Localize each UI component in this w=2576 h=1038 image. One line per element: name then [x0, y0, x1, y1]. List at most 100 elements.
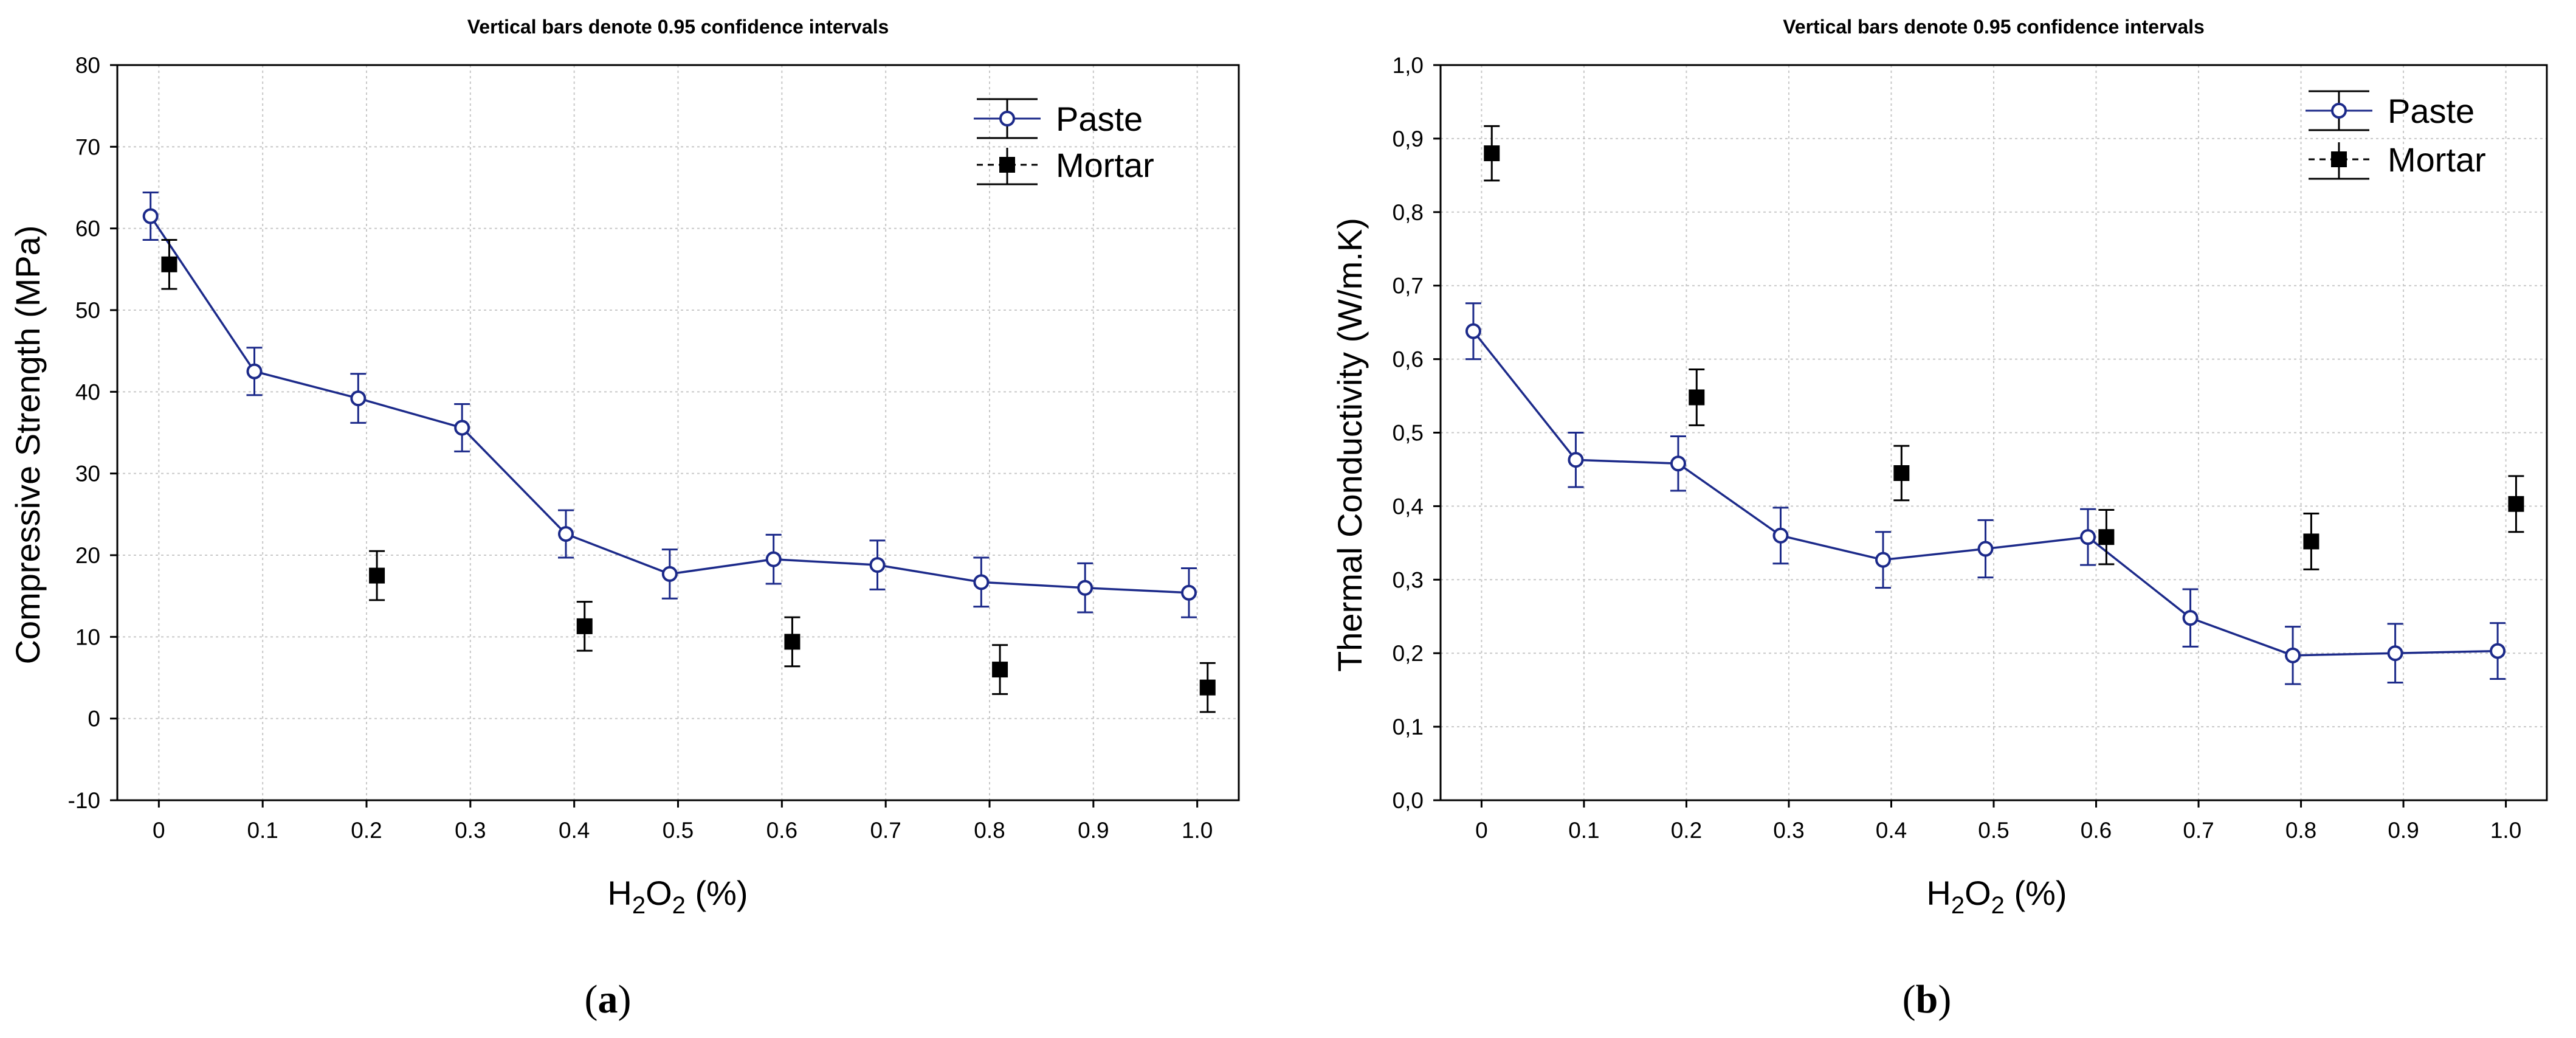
data-point-mortar: [161, 256, 177, 272]
x-tick-label: 0.7: [2183, 818, 2214, 843]
y-tick-label: 0,2: [1393, 641, 1424, 666]
data-point-mortar: [1893, 465, 1910, 481]
data-point-paste: [2387, 645, 2403, 662]
data-point-mortar: [1689, 389, 1705, 406]
legend-label-paste: Paste: [2388, 92, 2474, 130]
data-point-mortar: [2098, 529, 2115, 545]
legend-marker-paste: [2331, 103, 2347, 119]
data-point-mortar: [576, 618, 593, 634]
data-point-paste: [558, 526, 574, 542]
data-point-mortar: [1484, 145, 1500, 162]
x-tick-label: 0.8: [974, 818, 1005, 843]
data-point-paste: [454, 420, 470, 436]
x-tick-label: 0.9: [2388, 818, 2419, 843]
legend-marker-mortar: [2331, 151, 2347, 167]
x-tick-label: 0.2: [351, 818, 382, 843]
y-tick-label: 0,7: [1393, 274, 1424, 299]
x-tick-label: 0.2: [1671, 818, 1702, 843]
series-line-paste: [150, 215, 1190, 594]
y-tick-label: 0,9: [1393, 126, 1424, 151]
chart-panel-a: Vertical bars denote 0.95 confidence int…: [9, 16, 1240, 1022]
y-tick-label: 1,0: [1393, 53, 1424, 78]
data-point-paste: [350, 390, 367, 407]
chart-panel-b: Vertical bars denote 0.95 confidence int…: [1331, 16, 2548, 1022]
x-tick-label: 0.3: [455, 818, 486, 843]
x-tick-label: 0.7: [870, 818, 901, 843]
x-tick-label: 0: [153, 818, 165, 843]
data-point-mortar: [369, 567, 385, 584]
y-axis-label: Compressive Strength (MPa): [9, 225, 47, 664]
x-axis-label: H2O2 (%): [607, 874, 748, 919]
data-point-paste: [765, 551, 782, 567]
legend-label-mortar: Mortar: [1056, 146, 1154, 184]
data-point-mortar: [2303, 533, 2319, 550]
data-point-paste: [1465, 323, 1481, 339]
x-tick-label: 1.0: [1182, 818, 1213, 843]
chart-title: Vertical bars denote 0.95 confidence int…: [467, 16, 889, 38]
y-tick-label: 80: [75, 53, 100, 78]
y-tick-label: 50: [75, 298, 100, 323]
y-tick-label: 0,0: [1393, 788, 1424, 813]
panel-label: (a): [585, 977, 632, 1022]
legend: Paste Mortar: [2306, 90, 2486, 180]
x-axis-label: H2O2 (%): [1926, 874, 2067, 919]
x-tick-label: 0.9: [1078, 818, 1109, 843]
panel-label: (b): [1903, 977, 1952, 1022]
y-tick-label: 0,4: [1393, 494, 1424, 519]
y-tick-label: 0,8: [1393, 200, 1424, 225]
data-point-paste: [661, 566, 678, 582]
data-point-paste: [2182, 610, 2199, 626]
y-tick-label: 0,1: [1393, 714, 1424, 739]
x-tick-label: 0.6: [766, 818, 797, 843]
data-point-paste: [1670, 455, 1686, 472]
x-tick-label: 0.5: [1978, 818, 2009, 843]
x-tick-label: 0.4: [1876, 818, 1907, 843]
legend-marker-mortar: [999, 157, 1015, 173]
y-tick-label: 0,6: [1393, 347, 1424, 372]
data-point-paste: [1977, 541, 1994, 557]
x-tick-label: 0.1: [1568, 818, 1599, 843]
y-tick-label: 30: [75, 462, 100, 486]
series-paste: [142, 192, 1197, 618]
x-tick-label: 0.4: [559, 818, 590, 843]
data-point-paste: [2490, 643, 2506, 659]
series-mortar: [1484, 125, 2524, 570]
y-tick-label: 20: [75, 543, 100, 568]
y-axis-label: Thermal Conductivity (W/m.K): [1331, 218, 1369, 672]
data-point-paste: [1077, 580, 1093, 596]
x-tick-label: 0.6: [2081, 818, 2112, 843]
y-tick-label: -10: [68, 788, 100, 813]
series-line-paste: [1472, 330, 2498, 657]
y-tick-label: 40: [75, 379, 100, 404]
x-tick-label: 0: [1475, 818, 1488, 843]
data-point-mortar: [2508, 496, 2524, 512]
data-point-paste: [973, 574, 990, 590]
y-tick-label: 0: [88, 707, 100, 732]
data-point-paste: [869, 557, 886, 573]
y-tick-label: 70: [75, 134, 100, 159]
data-point-paste: [246, 363, 263, 379]
x-tick-label: 0.3: [1773, 818, 1804, 843]
legend: Paste Mortar: [974, 98, 1154, 185]
data-point-paste: [1875, 552, 1891, 568]
y-tick-label: 10: [75, 625, 100, 649]
y-tick-label: 0,3: [1393, 567, 1424, 592]
y-tick-label: 60: [75, 216, 100, 241]
legend-label-mortar: Mortar: [2388, 140, 2486, 179]
data-point-paste: [142, 208, 159, 224]
data-point-paste: [1772, 527, 1789, 544]
x-tick-label: 0.5: [663, 818, 694, 843]
x-tick-label: 0.8: [2285, 818, 2316, 843]
data-point-mortar: [992, 662, 1008, 678]
x-tick-label: 1.0: [2490, 818, 2521, 843]
legend-label-paste: Paste: [1056, 100, 1143, 138]
y-tick-label: 0,5: [1393, 421, 1424, 446]
data-point-mortar: [784, 634, 801, 650]
x-tick-label: 0.1: [247, 818, 278, 843]
data-point-paste: [2080, 529, 2096, 545]
chart-title: Vertical bars denote 0.95 confidence int…: [1783, 16, 2205, 38]
data-point-paste: [2285, 647, 2301, 663]
series-mortar: [161, 238, 1216, 713]
